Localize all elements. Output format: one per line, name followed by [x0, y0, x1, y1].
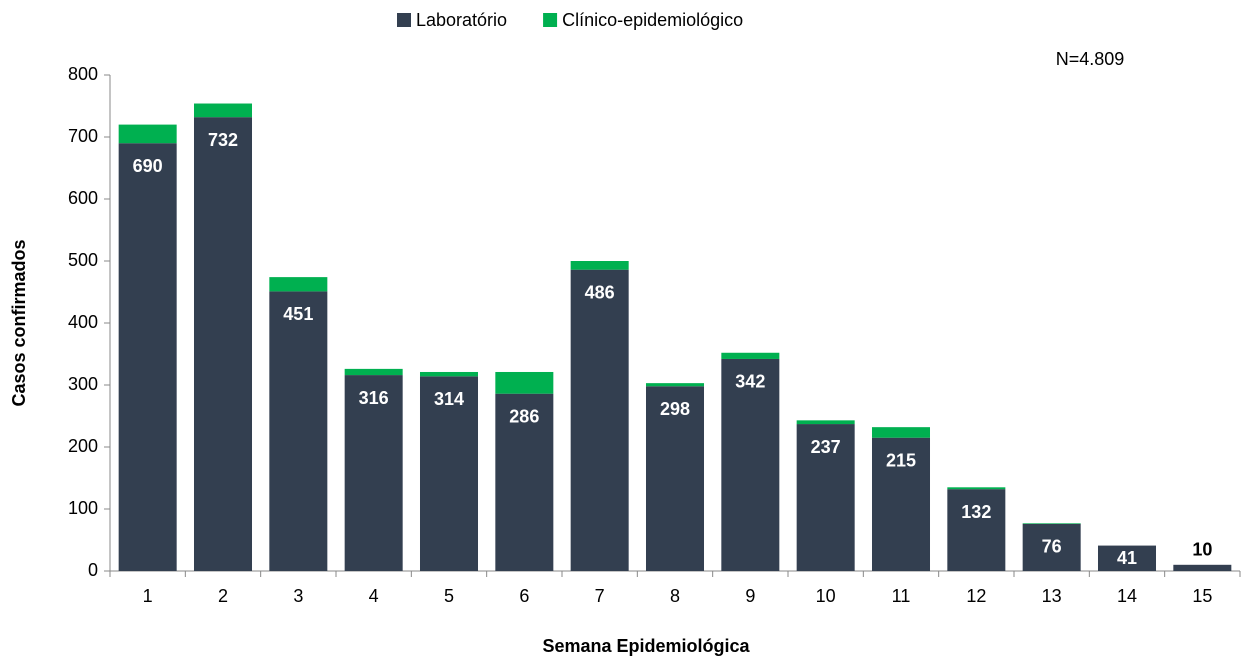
- bar-segment: [1097, 545, 1157, 571]
- bar-segment: [193, 117, 253, 571]
- bar-segment: [947, 487, 1006, 490]
- data-label: 286: [509, 406, 539, 426]
- legend-label: Laboratório: [416, 10, 507, 30]
- data-label: 215: [886, 450, 916, 470]
- bar-segment: [721, 352, 780, 359]
- x-tick-label: 3: [293, 586, 303, 606]
- data-label: 314: [434, 389, 464, 409]
- x-tick-label: 10: [816, 586, 836, 606]
- x-tick-label: 14: [1117, 586, 1137, 606]
- bar-segment: [796, 424, 855, 571]
- bar-segment: [871, 437, 931, 571]
- bar-segment: [344, 375, 403, 571]
- y-tick-label: 0: [88, 560, 98, 580]
- bar-segment: [118, 124, 177, 144]
- y-tick-label: 800: [68, 64, 98, 84]
- data-label: 732: [208, 130, 238, 150]
- bar-segment: [871, 427, 931, 438]
- bar-segment: [796, 420, 855, 425]
- bar-segment: [570, 261, 629, 270]
- x-tick-label: 13: [1042, 586, 1062, 606]
- data-label: 342: [735, 372, 765, 392]
- x-tick-label: 11: [892, 586, 911, 606]
- y-tick-label: 100: [68, 498, 98, 518]
- data-label: 76: [1042, 537, 1062, 557]
- bar-segment: [495, 371, 554, 394]
- data-label: 10: [1192, 540, 1212, 560]
- y-tick-label: 500: [68, 250, 98, 270]
- data-label: 316: [359, 388, 389, 408]
- x-tick-label: 4: [369, 586, 379, 606]
- x-tick-label: 7: [595, 586, 605, 606]
- data-label: 298: [660, 399, 690, 419]
- y-tick-label: 300: [68, 374, 98, 394]
- bar-segment: [118, 143, 177, 571]
- y-axis-label: Casos confirmados: [9, 239, 29, 406]
- x-tick-label: 6: [519, 586, 529, 606]
- data-label: 237: [811, 437, 841, 457]
- x-axis-label: Semana Epidemiológica: [542, 636, 750, 656]
- bar-segment: [344, 368, 403, 376]
- data-label: 451: [283, 304, 313, 324]
- y-tick-label: 200: [68, 436, 98, 456]
- bar-segment: [269, 277, 328, 292]
- bar-segment: [570, 269, 629, 571]
- data-label: 41: [1117, 548, 1137, 568]
- x-tick-label: 1: [143, 586, 153, 606]
- bar-segment: [193, 103, 253, 118]
- bar-segment: [721, 358, 780, 571]
- x-tick-label: 12: [966, 586, 986, 606]
- y-tick-label: 400: [68, 312, 98, 332]
- bar-segment: [947, 489, 1006, 571]
- bar-segment: [495, 393, 554, 571]
- bar-segment: [419, 371, 479, 377]
- bar-segment: [1022, 523, 1081, 571]
- x-tick-label: 15: [1192, 586, 1212, 606]
- x-tick-label: 2: [218, 586, 228, 606]
- x-tick-label: 8: [670, 586, 680, 606]
- bar-segment: [419, 376, 479, 571]
- data-label: 486: [585, 282, 615, 302]
- y-tick-label: 600: [68, 188, 98, 208]
- bar-segment: [645, 386, 705, 571]
- bar-segment: [1173, 564, 1232, 571]
- bar-segment: [1022, 523, 1081, 524]
- annotation: N=4.809: [1056, 49, 1125, 69]
- y-tick-label: 700: [68, 126, 98, 146]
- legend-swatch: [397, 13, 411, 27]
- x-tick-label: 5: [444, 586, 454, 606]
- x-tick-label: 9: [745, 586, 755, 606]
- bar-segment: [269, 291, 328, 571]
- data-label: 132: [961, 502, 991, 522]
- data-label: 690: [133, 156, 163, 176]
- legend-label: Clínico-epidemiológico: [562, 10, 743, 30]
- bar-segment: [645, 383, 705, 387]
- legend-swatch: [543, 13, 558, 27]
